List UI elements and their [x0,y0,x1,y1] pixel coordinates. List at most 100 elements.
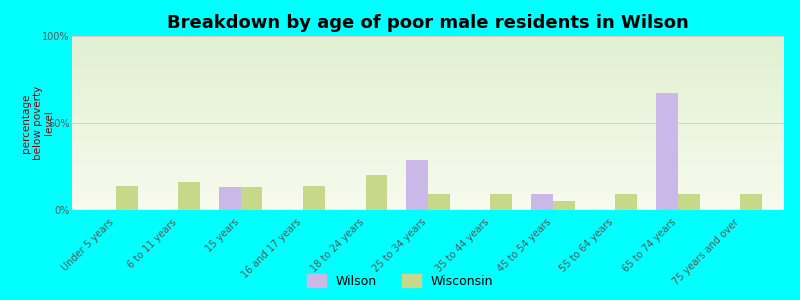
Bar [72,123,784,124]
Bar [72,193,784,194]
Bar [72,38,784,39]
Bar [72,175,784,176]
Bar [72,36,784,37]
Bar [72,189,784,190]
Bar [72,195,784,196]
Bar [72,45,784,46]
Bar [72,128,784,129]
Bar [72,83,784,84]
Bar [72,95,784,96]
Bar [72,125,784,126]
Bar [72,169,784,170]
Bar [72,103,784,104]
Bar [116,186,138,210]
Bar [72,71,784,72]
Bar [72,44,784,45]
Bar [72,136,784,137]
Bar [72,77,784,78]
Bar [72,206,784,207]
Bar [72,173,784,174]
Bar [72,182,784,183]
Bar [72,133,784,134]
Bar [72,145,784,146]
Bar [72,171,784,172]
Bar [72,139,784,140]
Bar [678,194,700,210]
Bar [72,87,784,88]
Bar [72,190,784,191]
Bar [656,93,678,210]
Bar [72,122,784,123]
Bar [72,113,784,114]
Bar [72,183,784,184]
Bar [72,62,784,63]
Bar [490,194,512,210]
Bar [72,172,784,173]
Bar [72,100,784,101]
Bar [72,180,784,181]
Bar [72,37,784,38]
Bar [72,174,784,175]
Bar [72,178,784,179]
Bar [72,108,784,109]
Bar [72,72,784,73]
Bar [72,69,784,70]
Bar [72,160,784,161]
Bar [72,126,784,127]
Bar [72,121,784,122]
Bar [72,60,784,61]
Bar [72,115,784,116]
Bar [218,188,241,210]
Bar [72,40,784,41]
Legend: Wilson, Wisconsin: Wilson, Wisconsin [307,274,493,288]
Bar [366,175,387,210]
Bar [72,75,784,76]
Bar [72,53,784,54]
Bar [72,205,784,206]
Bar [72,156,784,157]
Bar [72,86,784,87]
Bar [72,116,784,117]
Bar [72,92,784,93]
Bar [72,106,784,107]
Bar [615,194,638,210]
Bar [72,166,784,167]
Bar [72,58,784,59]
Bar [72,184,784,185]
Bar [72,78,784,79]
Bar [72,153,784,154]
Bar [72,43,784,44]
Bar [241,188,262,210]
Bar [72,143,784,144]
Bar [72,198,784,199]
Bar [72,120,784,121]
Bar [72,82,784,83]
Bar [72,100,784,101]
Bar [72,137,784,138]
Bar [72,164,784,165]
Bar [72,177,784,178]
Bar [72,105,784,106]
Bar [72,101,784,102]
Bar [72,81,784,82]
Bar [72,203,784,204]
Bar [72,140,784,141]
Bar [72,89,784,90]
Bar [72,59,784,60]
Bar [72,199,784,200]
Bar [72,134,784,135]
Bar [72,119,784,120]
Bar [72,61,784,62]
Bar [72,68,784,69]
Bar [72,179,784,180]
Title: Breakdown by age of poor male residents in Wilson: Breakdown by age of poor male residents … [167,14,689,32]
Bar [72,73,784,74]
Bar [72,142,784,143]
Bar [72,109,784,110]
Bar [72,146,784,147]
Bar [72,148,784,149]
Bar [72,65,784,66]
Bar [72,50,784,51]
Bar [72,102,784,103]
Bar [72,52,784,53]
